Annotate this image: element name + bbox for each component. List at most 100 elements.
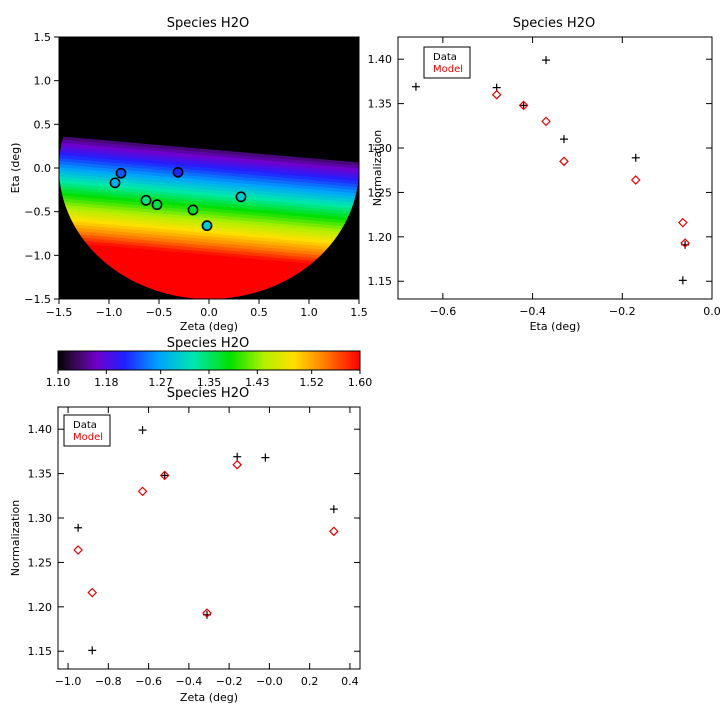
eta-ytick-label: 1.35 <box>368 98 393 111</box>
map-points <box>109 166 247 232</box>
zeta-model-point <box>232 459 243 470</box>
eta-legend-data: Data <box>433 52 457 63</box>
eta-model-point <box>677 217 688 228</box>
eta-scatter-panel: Species H2O −0.6 −0.4 −0.2 0.0 1.15 1.20 1.25 1… <box>368 16 720 333</box>
map-xtick-label: 0.5 <box>250 306 268 319</box>
map-xtick-label: 1.0 <box>300 306 318 319</box>
zeta-xtick-label: −0.4 <box>176 675 203 688</box>
zeta-ytick-label: 1.20 <box>28 601 53 614</box>
colorbar: Species H2O 1.10 1.18 1.27 1.35 1.43 1.52 1.60 <box>46 336 373 389</box>
colorbar-tick-label: 1.10 <box>46 376 71 389</box>
colorbar-tick-label: 1.52 <box>299 376 324 389</box>
zeta-axes: −1.0 −0.8 −0.6 −0.4 −0.2 −0.0 0.2 0.4 1.15 1.20 1.… <box>28 407 360 688</box>
map-strip <box>59 104 359 136</box>
eta-ytick-label: 1.15 <box>368 275 393 288</box>
zeta-ylabel: Normalization <box>9 500 22 576</box>
map-strip <box>59 231 359 264</box>
eta-ylabel: Normalization <box>371 130 384 206</box>
zeta-marks <box>73 426 339 655</box>
map-strip <box>59 129 359 161</box>
zeta-xtick-label: −0.8 <box>95 675 122 688</box>
eta-model-point <box>680 238 690 248</box>
eta-data-point <box>519 101 528 110</box>
eta-title: Species H2O <box>513 16 595 31</box>
map-strip <box>59 144 359 177</box>
map-strip <box>59 150 359 183</box>
map-strip <box>59 126 359 158</box>
zeta-xlabel: Zeta (deg) <box>180 691 238 704</box>
map-title: Species H2O <box>167 16 249 31</box>
map-strip <box>59 138 359 171</box>
zeta-data-point <box>88 646 97 655</box>
colorbar-tick-label: 1.35 <box>197 376 222 389</box>
map-axes: −1.5 −1.0 −0.5 0.0 0.5 1.0 1.5 −1.5 −1.0 −0.5 0.0 0… <box>24 31 367 319</box>
map-strip <box>59 253 359 286</box>
map-strip <box>59 110 359 143</box>
map-xtick-label: −0.5 <box>146 306 173 319</box>
map-strip <box>59 247 359 279</box>
zeta-model-point <box>137 486 148 497</box>
map-xtick-label: 1.5 <box>350 306 368 319</box>
map-strip <box>59 54 359 87</box>
zeta-model-point <box>73 545 83 555</box>
map-strip <box>59 135 359 168</box>
colorbar-tick-label: 1.27 <box>148 376 173 389</box>
map-ytick-label: −1.5 <box>24 293 51 306</box>
zeta-legend-data: Data <box>73 420 97 431</box>
zeta-xtick-label: −0.2 <box>216 675 243 688</box>
eta-data-point <box>559 135 568 144</box>
eta-model-point <box>541 116 551 127</box>
eta-xtick-label: 0.0 <box>703 305 720 318</box>
map-point <box>140 194 152 206</box>
eta-legend-box <box>423 46 471 79</box>
map-strip <box>59 73 359 105</box>
eta-xtick-label: −0.2 <box>609 305 636 318</box>
map-strip <box>59 85 359 118</box>
zeta-legend-box <box>63 414 111 447</box>
map-strip <box>59 191 359 223</box>
zeta-xtick-label: −1.0 <box>55 675 82 688</box>
map-ytick-label: 0.5 <box>34 118 52 131</box>
map-strip <box>59 88 359 121</box>
zeta-data-point <box>233 452 242 461</box>
map-strip <box>59 157 359 189</box>
eta-data-point <box>631 153 640 162</box>
map-strip <box>59 60 359 93</box>
map-strip <box>59 163 359 195</box>
map-panel: Species H2O −1.5 −1.0 −0.5 0.0 0.5 1.0 1.5−1.5… <box>9 16 368 333</box>
zeta-data-point <box>138 426 147 435</box>
map-strip <box>59 185 359 217</box>
map-strip <box>59 175 359 208</box>
map-strip <box>59 172 359 205</box>
map-ytick-label: 1.5 <box>34 31 52 44</box>
zeta-xtick-label: 0.4 <box>341 675 359 688</box>
map-ytick-label: 0.0 <box>34 162 52 175</box>
map-strip <box>59 76 359 109</box>
eta-data-point <box>678 276 687 285</box>
zeta-plot-frame <box>57 406 361 670</box>
zeta-ytick-label: 1.30 <box>28 512 53 525</box>
zeta-title: Species H2O <box>167 386 249 401</box>
map-ytick-label: 1.0 <box>34 75 52 88</box>
zeta-model-point <box>202 608 212 618</box>
map-strip <box>59 166 359 199</box>
map-xlabel: Zeta (deg) <box>180 320 238 333</box>
map-strip <box>59 194 359 227</box>
map-strip <box>59 160 359 192</box>
map-strip <box>59 169 359 202</box>
colorbar-ticks: 1.10 1.18 1.27 1.35 1.43 1.52 1.60 <box>46 370 372 389</box>
zeta-model-point <box>328 526 339 537</box>
map-strip <box>59 234 359 267</box>
eta-plot-frame <box>397 36 713 300</box>
zeta-xtick-label: −0.6 <box>135 675 162 688</box>
map-strip <box>59 91 359 124</box>
map-strip <box>59 188 359 220</box>
map-strip <box>59 181 359 214</box>
eta-ytick-label: 1.30 <box>368 142 393 155</box>
eta-model-point <box>518 100 529 111</box>
map-strip <box>59 122 359 155</box>
eta-xtick-label: −0.4 <box>519 305 546 318</box>
map-xtick-label: −1.0 <box>96 306 123 319</box>
map-strip <box>59 113 359 146</box>
